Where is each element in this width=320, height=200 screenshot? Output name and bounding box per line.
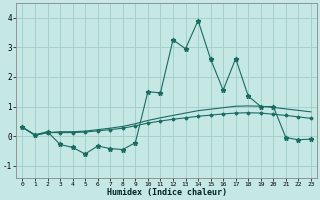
X-axis label: Humidex (Indice chaleur): Humidex (Indice chaleur) xyxy=(107,188,227,197)
